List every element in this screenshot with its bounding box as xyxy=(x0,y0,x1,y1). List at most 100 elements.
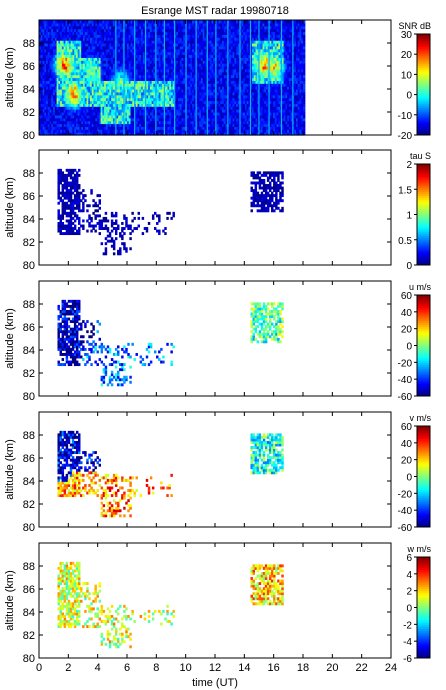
snr-cell xyxy=(90,103,93,107)
snr-cell xyxy=(93,34,96,38)
snr-cell xyxy=(199,31,202,35)
snr-cell xyxy=(160,109,163,113)
snr-cell xyxy=(186,37,190,41)
snr-cell xyxy=(195,68,198,73)
snr-cell xyxy=(179,51,183,56)
snr-cell xyxy=(39,45,42,50)
snr-cell xyxy=(121,60,125,64)
snr-cell xyxy=(68,114,72,119)
snr-cell xyxy=(211,28,214,33)
snr-cell xyxy=(67,109,70,113)
snr-cell xyxy=(90,48,93,53)
snr-cell xyxy=(142,112,146,116)
snr-cell xyxy=(137,22,140,27)
snr-cell xyxy=(141,48,144,53)
snr-cell xyxy=(190,43,193,47)
snr-cell xyxy=(197,28,200,33)
snr-cell xyxy=(47,97,51,102)
snr-cell xyxy=(151,45,154,50)
snr-cell xyxy=(237,109,241,113)
snr-cell xyxy=(237,77,241,81)
snr-cell xyxy=(72,83,75,87)
snr-cell xyxy=(220,20,223,24)
snr-cell xyxy=(70,57,74,61)
snr-cell xyxy=(118,51,121,56)
snr-cell xyxy=(58,114,61,119)
snr-cell xyxy=(141,28,144,33)
snr-cell xyxy=(192,28,195,33)
snr-cell xyxy=(239,40,242,44)
snr-cell xyxy=(232,94,235,99)
snr-cell xyxy=(218,129,221,133)
snr-cell xyxy=(253,132,257,136)
snr-cell xyxy=(188,45,191,50)
snr-cell xyxy=(75,83,79,87)
snr-cell xyxy=(135,54,139,58)
snr-cell xyxy=(139,86,142,90)
snr-cell xyxy=(104,51,107,56)
snr-cell xyxy=(67,100,70,104)
snr-cell xyxy=(253,34,257,38)
snr-cell xyxy=(178,22,181,27)
snr-cell xyxy=(192,94,195,99)
snr-cell xyxy=(53,123,56,127)
snr-cell xyxy=(251,63,255,67)
snr-cell xyxy=(93,91,96,96)
snr-cell xyxy=(72,109,75,113)
snr-cell xyxy=(251,66,255,70)
snr-cell xyxy=(255,48,258,53)
snr-cell xyxy=(63,89,66,93)
snr-cell xyxy=(239,89,242,93)
snr-cell xyxy=(74,80,77,84)
snr-cell xyxy=(234,106,237,110)
snr-cell xyxy=(178,91,181,96)
snr-cell xyxy=(250,48,253,53)
snr-cell xyxy=(135,20,139,24)
snr-cell xyxy=(236,117,239,122)
snr-cell xyxy=(165,86,169,90)
snr-cell xyxy=(178,100,181,104)
snr-cell xyxy=(209,86,213,90)
snr-cell xyxy=(162,91,165,96)
snr-cell xyxy=(77,123,81,127)
snr-cell xyxy=(68,66,72,70)
snr-cell xyxy=(68,25,72,30)
snr-cell xyxy=(239,80,242,84)
snr-cell xyxy=(253,94,257,99)
snr-cell xyxy=(223,68,227,73)
snr-cell xyxy=(190,91,193,96)
snr-cell xyxy=(195,37,198,41)
snr-cell xyxy=(222,123,225,127)
snr-cell xyxy=(197,77,200,81)
snr-cell xyxy=(141,66,144,70)
snr-cell xyxy=(63,57,66,61)
snr-cell xyxy=(60,25,63,30)
snr-cell xyxy=(171,94,174,99)
snr-cell xyxy=(53,103,56,107)
snr-cell xyxy=(253,86,257,90)
snr-cell xyxy=(160,112,163,116)
snr-cell xyxy=(236,100,239,104)
snr-cell xyxy=(230,43,234,47)
snr-cell xyxy=(188,71,191,76)
snr-cell xyxy=(163,37,167,41)
snr-cell xyxy=(132,106,135,110)
snr-cell xyxy=(53,45,56,50)
snr-cell xyxy=(244,54,248,58)
snr-cell xyxy=(243,28,246,33)
snr-cell xyxy=(68,37,72,41)
snr-cell xyxy=(246,77,250,81)
snr-cell xyxy=(209,91,213,96)
snr-cell xyxy=(107,45,110,50)
snr-cell xyxy=(40,86,44,90)
snr-cell xyxy=(81,37,84,41)
snr-cell xyxy=(213,112,216,116)
snr-cell xyxy=(130,71,133,76)
snr-cell xyxy=(153,94,156,99)
snr-cell xyxy=(218,45,221,50)
snr-cell xyxy=(172,51,176,56)
snr-cell xyxy=(172,91,176,96)
snr-cell xyxy=(156,40,160,44)
snr-cell xyxy=(104,48,107,53)
snr-cell xyxy=(121,86,125,90)
